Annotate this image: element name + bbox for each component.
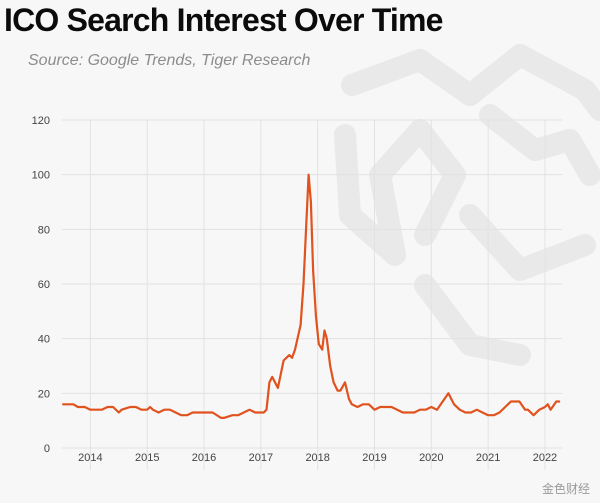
y-tick-label: 40: [38, 334, 50, 346]
x-tick-label: 2016: [192, 452, 216, 464]
y-tick-label: 100: [32, 170, 50, 182]
watermark-graphic: [334, 44, 600, 366]
x-tick-label: 2014: [78, 452, 102, 464]
y-tick-label: 20: [38, 388, 50, 400]
x-tick-label: 2017: [249, 452, 273, 464]
watermark-text: 金色财经: [541, 482, 590, 496]
y-tick-label: 80: [38, 224, 50, 236]
series-line: [62, 173, 561, 419]
chart-subtitle: Source: Google Trends, Tiger Research: [28, 52, 311, 69]
y-tick-label: 60: [38, 279, 50, 291]
x-axis: 2014 2015 2016 2017 2018 2019 2020 2021 2022: [78, 452, 557, 464]
y-axis: 0 20 40 60 80 100 120: [32, 115, 50, 455]
grid-lines: [62, 119, 562, 470]
y-tick-label: 0: [44, 443, 50, 455]
chart-title: ICO Search Interest Over Time: [4, 2, 443, 38]
x-tick-label: 2015: [135, 452, 159, 464]
x-tick-label: 2018: [305, 452, 329, 464]
y-tick-label: 120: [32, 115, 50, 127]
x-tick-label: 2022: [533, 452, 557, 464]
x-tick-label: 2019: [362, 452, 386, 464]
x-tick-label: 2021: [476, 452, 500, 464]
x-tick-label: 2020: [419, 452, 443, 464]
